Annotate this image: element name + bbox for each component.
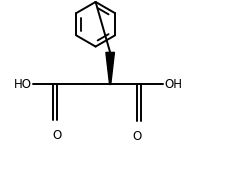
Text: O: O (132, 130, 141, 143)
Text: OH: OH (164, 78, 182, 91)
Text: HO: HO (14, 78, 31, 91)
Polygon shape (105, 52, 114, 84)
Text: O: O (52, 129, 61, 142)
